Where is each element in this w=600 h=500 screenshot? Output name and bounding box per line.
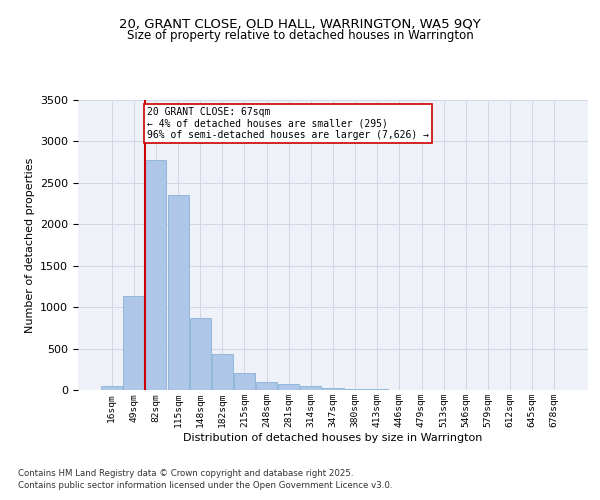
Bar xyxy=(256,382,277,390)
X-axis label: Distribution of detached houses by size in Warrington: Distribution of detached houses by size … xyxy=(184,433,482,443)
Bar xyxy=(278,384,299,390)
Y-axis label: Number of detached properties: Number of detached properties xyxy=(25,158,35,332)
Bar xyxy=(234,374,255,390)
Text: Contains HM Land Registry data © Crown copyright and database right 2025.: Contains HM Land Registry data © Crown c… xyxy=(18,470,353,478)
Bar xyxy=(145,160,166,390)
Bar xyxy=(301,386,322,390)
Bar xyxy=(124,296,145,390)
Bar xyxy=(190,318,211,390)
Bar xyxy=(212,354,233,390)
Text: 20 GRANT CLOSE: 67sqm
← 4% of detached houses are smaller (295)
96% of semi-deta: 20 GRANT CLOSE: 67sqm ← 4% of detached h… xyxy=(147,106,429,140)
Text: 20, GRANT CLOSE, OLD HALL, WARRINGTON, WA5 9QY: 20, GRANT CLOSE, OLD HALL, WARRINGTON, W… xyxy=(119,18,481,30)
Bar xyxy=(344,389,365,390)
Bar xyxy=(167,196,188,390)
Text: Contains public sector information licensed under the Open Government Licence v3: Contains public sector information licen… xyxy=(18,480,392,490)
Bar xyxy=(322,388,344,390)
Text: Size of property relative to detached houses in Warrington: Size of property relative to detached ho… xyxy=(127,29,473,42)
Bar xyxy=(367,389,388,390)
Bar xyxy=(101,386,122,390)
